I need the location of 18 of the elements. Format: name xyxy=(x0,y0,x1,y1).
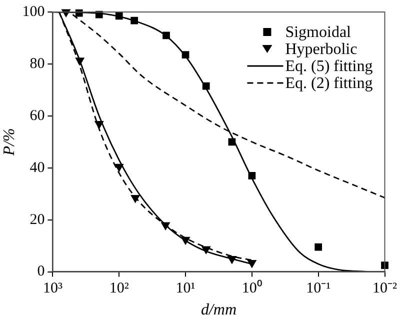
y-tick-label: 100 xyxy=(22,4,45,20)
y-tick-label: 20 xyxy=(30,212,45,228)
y-axis-title: P/% xyxy=(0,128,18,157)
legend-label: Sigmoidal xyxy=(285,24,352,42)
x-tick-label: 10¹ xyxy=(176,280,196,297)
legend-label: Hyperbolic xyxy=(285,41,358,58)
x-tick-label: 10³ xyxy=(42,280,63,297)
y-tick-label: 0 xyxy=(37,264,45,280)
x-tick-label: 10⁻¹ xyxy=(306,280,331,297)
x-tick-label: 10⁰ xyxy=(242,280,262,297)
y-tick-label: 60 xyxy=(30,108,45,124)
y-tick-label: 80 xyxy=(30,56,45,72)
x-tick-label: 10⁻² xyxy=(372,280,398,297)
x-tick-label: 10² xyxy=(109,280,130,297)
y-tick-label: 40 xyxy=(30,160,45,176)
legend-label: Eq. (2) fitting xyxy=(285,75,373,92)
x-axis-title: d/mm xyxy=(200,302,237,319)
legend-label: Eq. (5) fitting xyxy=(285,58,373,76)
